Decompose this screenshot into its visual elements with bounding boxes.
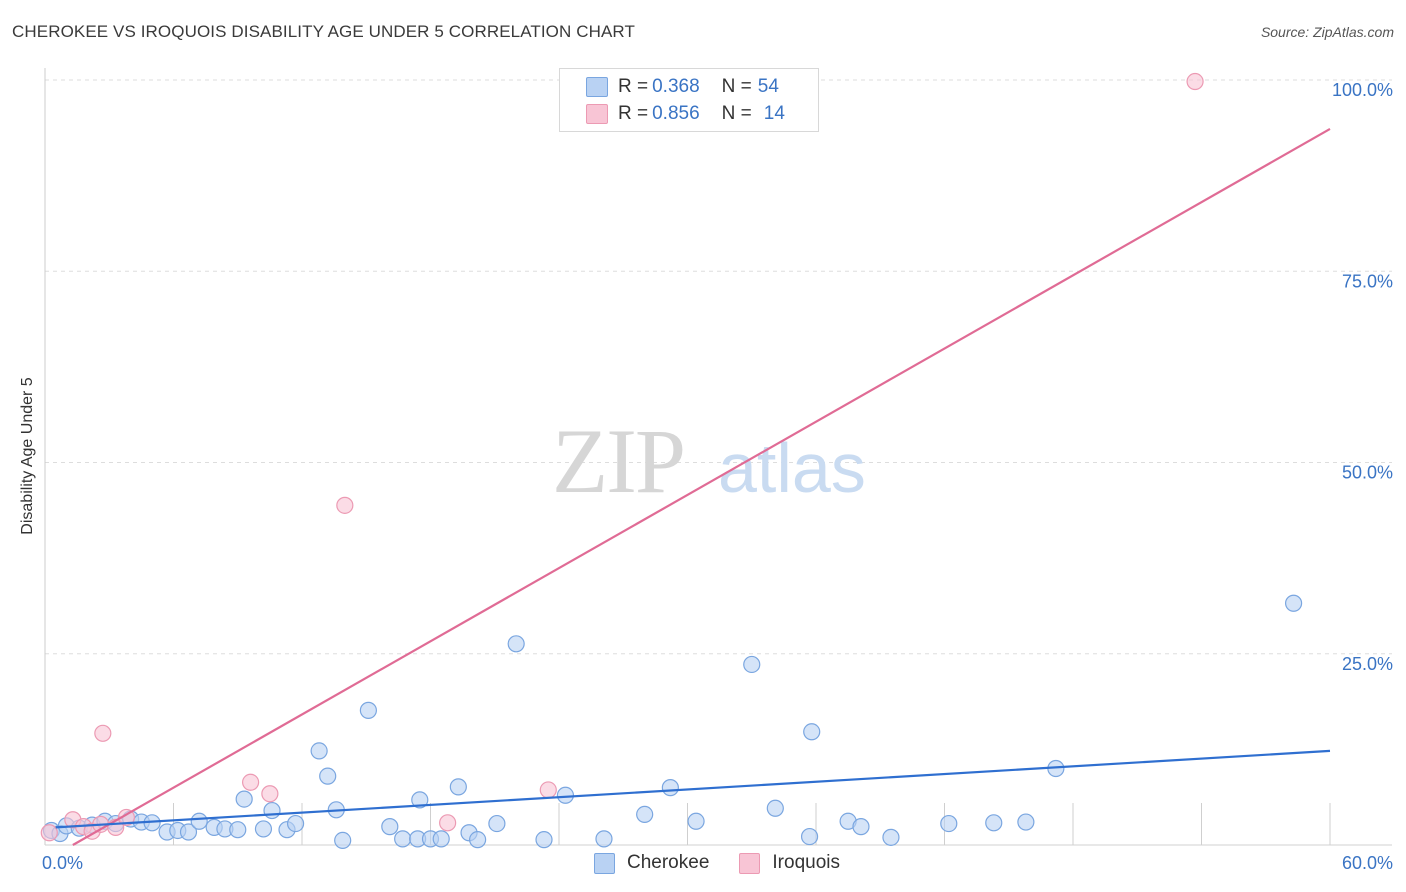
cherokee-point: [595, 830, 613, 848]
cherokee-point: [1017, 813, 1035, 831]
cherokee-point: [940, 814, 958, 833]
y-tick-label: 25.0%: [1342, 654, 1393, 674]
series-legend: Cherokee Iroquois: [594, 852, 870, 874]
cherokee-point: [985, 814, 1003, 832]
watermark-zip: ZIP: [552, 410, 684, 512]
cherokee-point: [179, 823, 198, 841]
iroquois-trend-line: [72, 128, 1331, 846]
legend-r-label: R =: [618, 76, 649, 97]
axes: [44, 68, 1392, 846]
legend-row-cherokee: R = 0.368 N = 54: [586, 75, 779, 99]
watermark: ZIP atlas: [552, 410, 866, 512]
correlation-legend: R = 0.368 N = 54 R = 0.856 N = 14: [559, 68, 819, 132]
cherokee-point: [535, 831, 553, 849]
legend-item-cherokee[interactable]: Cherokee: [594, 852, 709, 874]
iroquois-point: [94, 724, 112, 742]
legend-r-label: R =: [618, 103, 649, 124]
iroquois-point: [261, 785, 279, 803]
cherokee-point: [235, 790, 253, 808]
cherokee-point: [852, 818, 870, 836]
cherokee-point: [661, 779, 679, 797]
legend-n-value: 54: [757, 76, 779, 97]
cherokee-point: [394, 830, 412, 848]
cherokee-point: [469, 831, 487, 849]
cherokee-point: [229, 821, 247, 839]
iroquois-swatch: [586, 104, 608, 124]
cherokee-point: [381, 818, 399, 836]
cherokee-point: [743, 655, 761, 674]
iroquois-point: [439, 814, 457, 832]
cherokee-point: [766, 799, 784, 817]
y-axis-label: Disability Age Under 5: [19, 377, 36, 535]
x-tick-label: 0.0%: [42, 853, 83, 873]
cherokee-point: [310, 742, 328, 760]
cherokee-point: [263, 801, 281, 820]
y-tick-label: 100.0%: [1332, 80, 1393, 100]
cherokee-point: [800, 827, 819, 846]
cherokee-point: [286, 814, 305, 833]
legend-r-value: 0.368: [652, 76, 700, 97]
cherokee-point: [359, 701, 377, 719]
iroquois-points: [40, 72, 1204, 842]
legend-iroquois-label: Iroquois: [772, 852, 840, 873]
cherokee-trend-line: [55, 749, 1331, 829]
y-tick-labels: 25.0% 50.0% 75.0% 100.0%: [1332, 80, 1393, 674]
cherokee-point: [1284, 594, 1303, 612]
cherokee-points: [42, 594, 1303, 850]
trend-lines: [55, 128, 1331, 846]
cherokee-point: [411, 791, 429, 809]
legend-item-iroquois[interactable]: Iroquois: [739, 852, 840, 874]
iroquois-point: [242, 773, 260, 791]
cherokee-point: [432, 830, 450, 848]
y-tick-label: 75.0%: [1342, 271, 1393, 291]
legend-r-value: 0.856: [652, 103, 700, 124]
watermark-atlas: atlas: [718, 429, 866, 507]
iroquois-point: [336, 496, 354, 514]
chart-title: CHEROKEE VS IROQUOIS DISABILITY AGE UNDE…: [12, 22, 635, 41]
legend-n-label: N =: [721, 76, 752, 97]
cherokee-point: [334, 831, 352, 850]
cherokee-point: [507, 635, 525, 653]
cherokee-swatch: [586, 77, 608, 97]
iroquois-point: [1186, 72, 1204, 91]
legend-row-iroquois: R = 0.856 N = 14: [586, 102, 785, 126]
legend-n-value: 14: [763, 103, 785, 124]
cherokee-point: [488, 814, 506, 833]
cherokee-point: [190, 812, 208, 830]
cherokee-point: [449, 778, 467, 796]
cherokee-point: [556, 786, 575, 804]
source-label: Source: ZipAtlas.com: [1260, 24, 1394, 40]
x-tick-label: 60.0%: [1342, 853, 1393, 873]
cherokee-point: [803, 723, 821, 741]
y-tick-label: 50.0%: [1342, 463, 1393, 483]
cherokee-point: [319, 767, 337, 785]
cherokee-point: [636, 805, 654, 824]
legend-n-label: N =: [721, 103, 752, 124]
x-tick-labels: 0.0% 60.0%: [42, 853, 1393, 873]
cherokee-swatch: [594, 852, 615, 874]
cherokee-point: [687, 812, 705, 830]
cherokee-point: [254, 820, 273, 838]
iroquois-swatch: [739, 852, 761, 874]
iroquois-point: [539, 781, 557, 799]
legend-cherokee-label: Cherokee: [627, 852, 710, 873]
iroquois-point: [40, 824, 58, 842]
cherokee-point: [882, 828, 900, 846]
